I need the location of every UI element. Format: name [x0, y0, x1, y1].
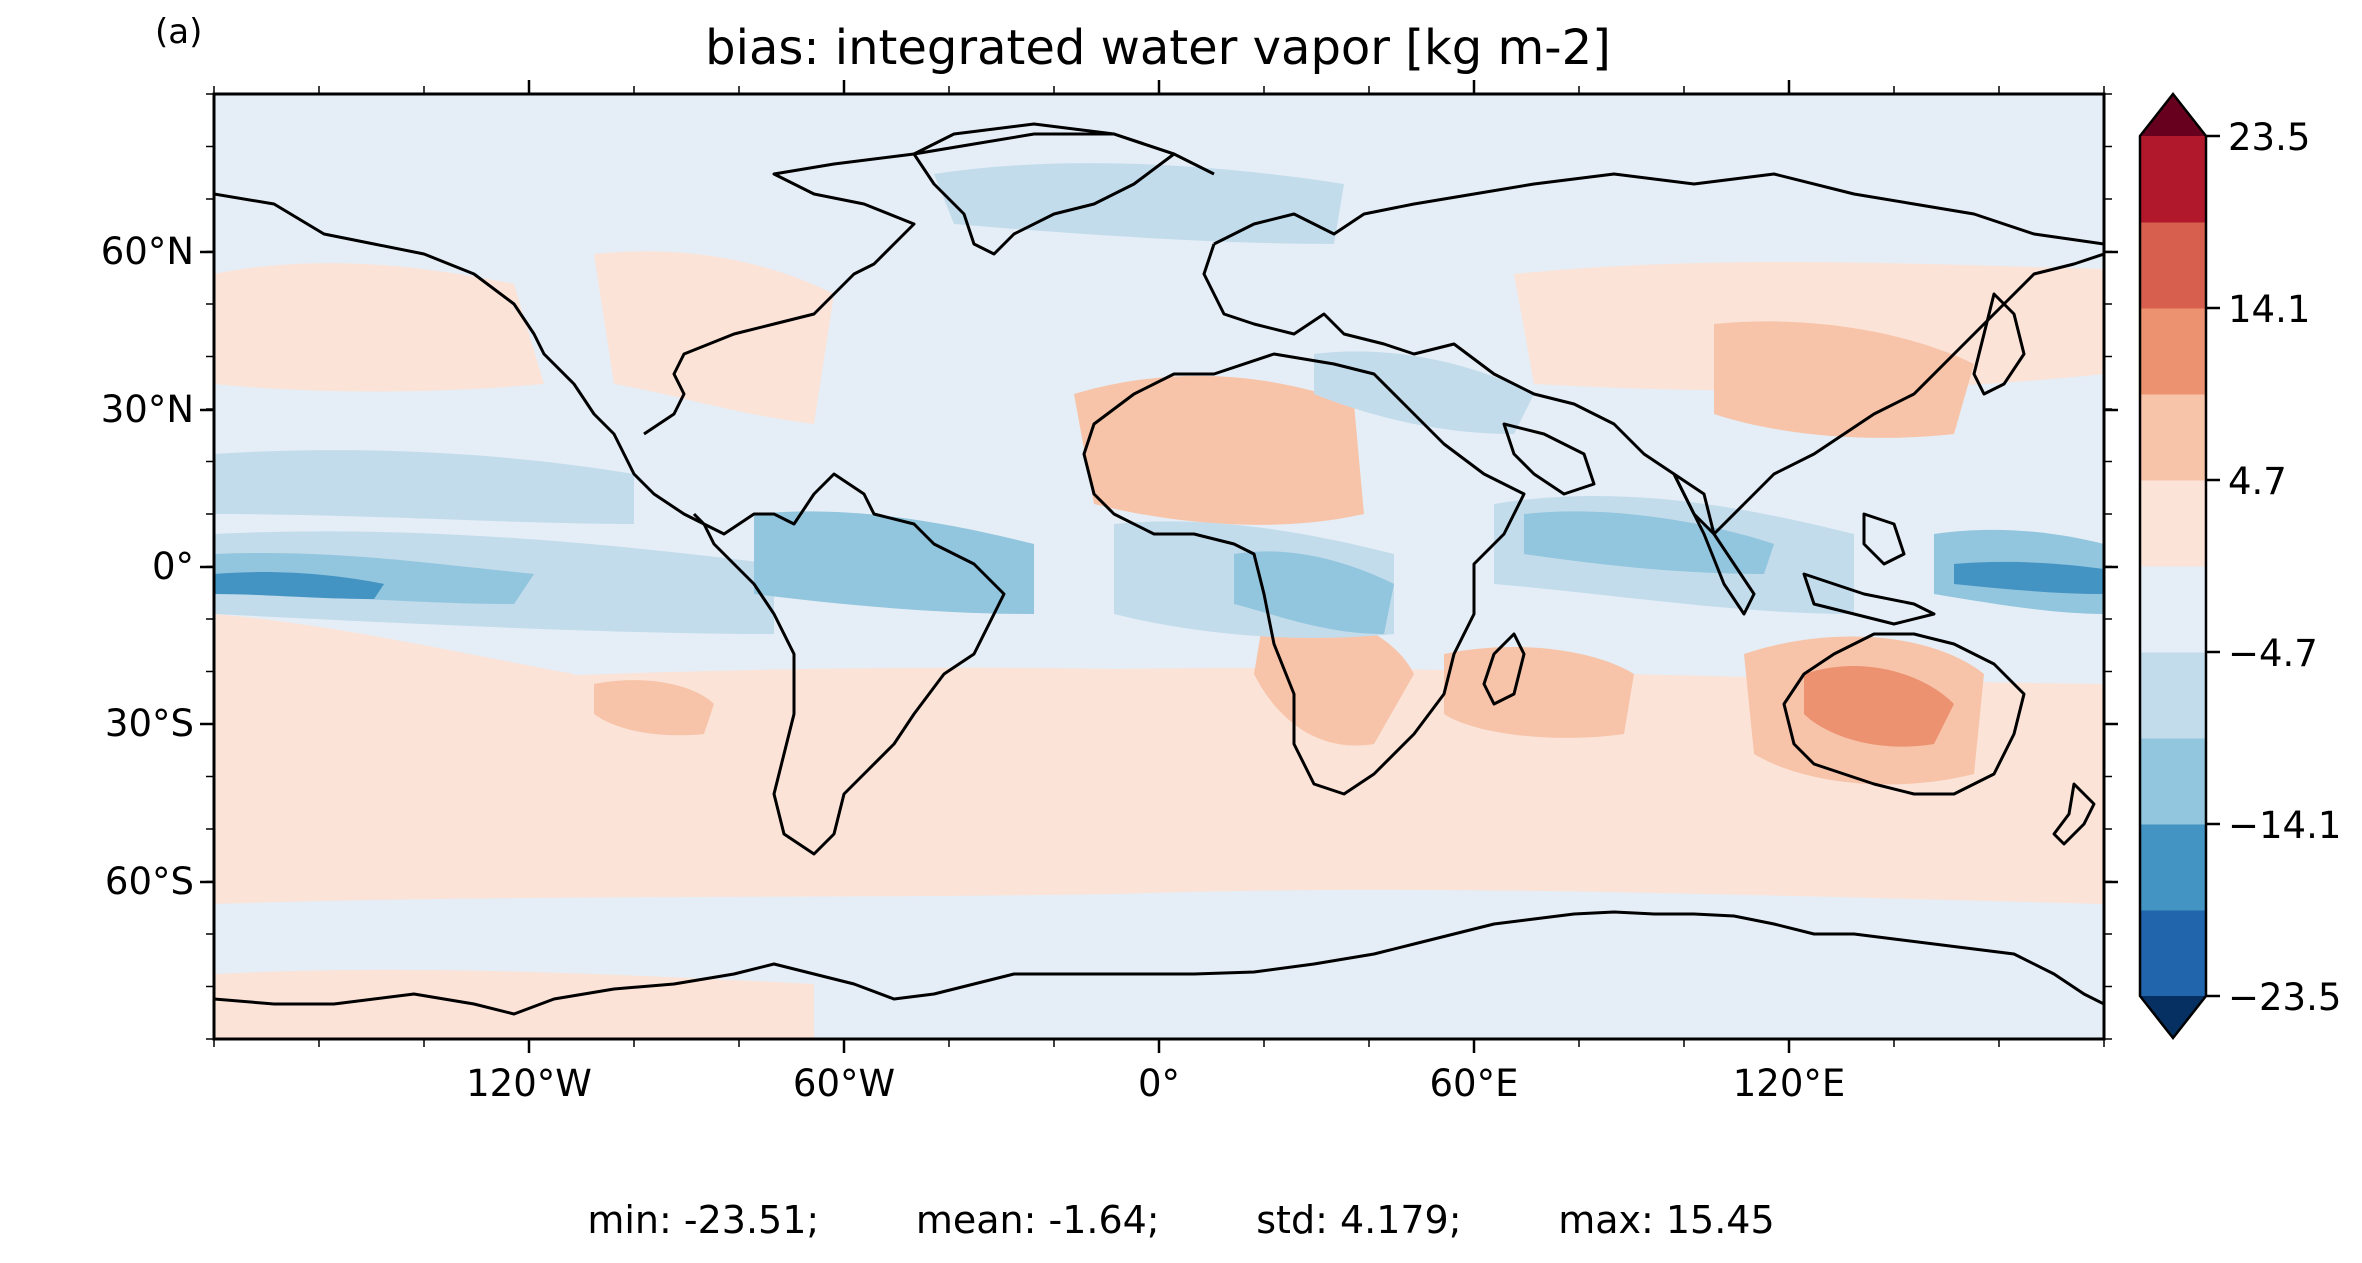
- colorbar-bin: [2140, 222, 2206, 309]
- colorbar: [2138, 91, 2220, 1041]
- colorbar-bin: [2140, 738, 2206, 825]
- colorbar-tick-label: 14.1: [2228, 288, 2311, 331]
- colorbar-bin: [2140, 566, 2206, 653]
- colorbar-bin: [2140, 136, 2206, 223]
- panel-label: (a): [155, 12, 203, 52]
- map-plot: [214, 94, 2104, 1039]
- stat-mean: mean: -1.64;: [915, 1198, 1160, 1242]
- y-tick-label: 0°: [151, 545, 194, 588]
- north-pacific-positive: [214, 263, 544, 392]
- sahara-positive: [1074, 375, 1364, 525]
- y-tick-label: 60°N: [100, 230, 194, 273]
- x-tick-label: 60°W: [792, 1062, 896, 1105]
- stat-max: max: 15.45: [1558, 1198, 1775, 1242]
- stat-min: min: -23.51;: [587, 1198, 820, 1242]
- stats-line: min: -23.51; mean: -1.64; std: 4.179; ma…: [0, 1198, 2362, 1242]
- colorbar-tick-label: 23.5: [2228, 116, 2311, 159]
- y-tick-label: 60°S: [104, 860, 194, 903]
- colorbar-tick-label: −14.1: [2228, 804, 2342, 847]
- colorbar-tick-label: −23.5: [2228, 976, 2342, 1019]
- colorbar-bin: [2140, 480, 2206, 567]
- colorbar-tick-label: −4.7: [2228, 632, 2318, 675]
- y-tick-label: 30°S: [104, 702, 194, 745]
- chart-title: bias: integrated water vapor [kg m-2]: [705, 20, 1611, 76]
- colorbar-bin: [2140, 910, 2206, 997]
- colorbar-extend-min: [2140, 996, 2206, 1038]
- colorbar-bin: [2140, 824, 2206, 911]
- x-tick-label: 120°E: [1732, 1062, 1846, 1105]
- colorbar-outline: [2138, 91, 2208, 1041]
- x-tick-label: 0°: [1137, 1062, 1181, 1105]
- x-tick-label: 60°E: [1429, 1062, 1519, 1105]
- map-svg: [214, 94, 2104, 1039]
- colorbar-tick-label: 4.7: [2228, 460, 2287, 503]
- colorbar-bin: [2140, 394, 2206, 481]
- y-tick-label: 30°N: [100, 388, 194, 431]
- colorbar-bin: [2140, 652, 2206, 739]
- colorbar-bin: [2140, 308, 2206, 395]
- stat-std: std: 4.179;: [1256, 1198, 1462, 1242]
- x-tick-label: 120°W: [466, 1062, 592, 1105]
- colorbar-extend-max: [2140, 94, 2206, 136]
- bias-field: [214, 94, 2104, 1039]
